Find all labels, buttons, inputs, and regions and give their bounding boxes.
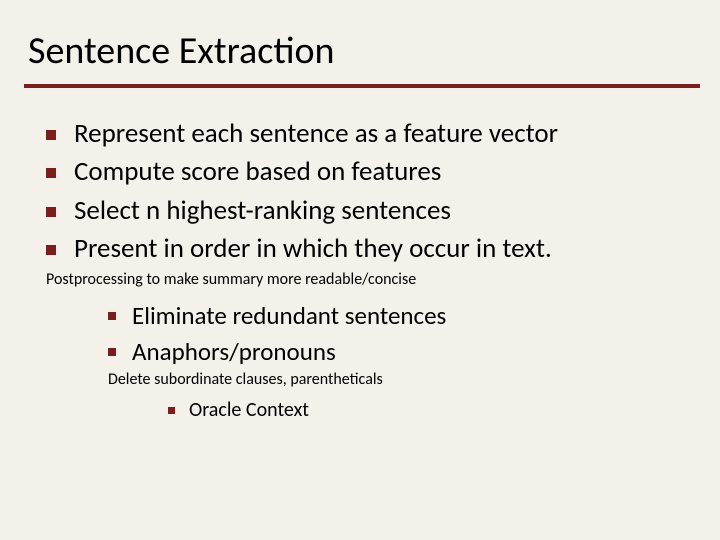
slide-content: Represent each sentence as a feature vec… bbox=[24, 116, 700, 426]
bullet-text: Represent each sentence as a feature vec… bbox=[74, 116, 558, 152]
square-bullet-icon bbox=[108, 348, 116, 356]
square-bullet-icon bbox=[46, 207, 56, 217]
slide: Sentence Extraction Represent each sente… bbox=[0, 0, 720, 540]
list-item: Present in order in which they occur in … bbox=[46, 231, 700, 267]
list-item: Postprocessing to make summary more read… bbox=[46, 270, 700, 427]
list-item: Represent each sentence as a feature vec… bbox=[46, 116, 700, 152]
square-bullet-icon bbox=[46, 168, 56, 178]
bullet-text: Present in order in which they occur in … bbox=[74, 231, 552, 267]
bullet-list-lvl1: Represent each sentence as a feature vec… bbox=[46, 116, 700, 426]
bullet-list-lvl2: Eliminate redundant sentences Anaphors/p… bbox=[46, 299, 700, 427]
bullet-text: Select n highest-ranking sentences bbox=[74, 193, 451, 229]
bullet-text: Anaphors/pronouns bbox=[132, 335, 336, 369]
bullet-text: Delete subordinate clauses, parenthetica… bbox=[108, 370, 383, 389]
square-bullet-icon bbox=[168, 407, 175, 414]
list-item: Oracle Context bbox=[168, 397, 700, 424]
bullet-text: Oracle Context bbox=[189, 397, 309, 424]
slide-title: Sentence Extraction bbox=[24, 28, 700, 88]
bullet-text: Compute score based on features bbox=[74, 154, 441, 190]
list-item: Anaphors/pronouns bbox=[108, 335, 700, 369]
square-bullet-icon bbox=[108, 312, 116, 320]
list-item: Eliminate redundant sentences bbox=[108, 299, 700, 333]
list-item: Delete subordinate clauses, parenthetica… bbox=[108, 370, 700, 424]
list-item: Select n highest-ranking sentences bbox=[46, 193, 700, 229]
bullet-list-lvl3: Oracle Context bbox=[108, 397, 700, 424]
square-bullet-icon bbox=[46, 130, 56, 140]
list-item: Compute score based on features bbox=[46, 154, 700, 190]
bullet-text: Eliminate redundant sentences bbox=[132, 299, 446, 333]
square-bullet-icon bbox=[46, 245, 56, 255]
bullet-text: Postprocessing to make summary more read… bbox=[46, 270, 416, 289]
